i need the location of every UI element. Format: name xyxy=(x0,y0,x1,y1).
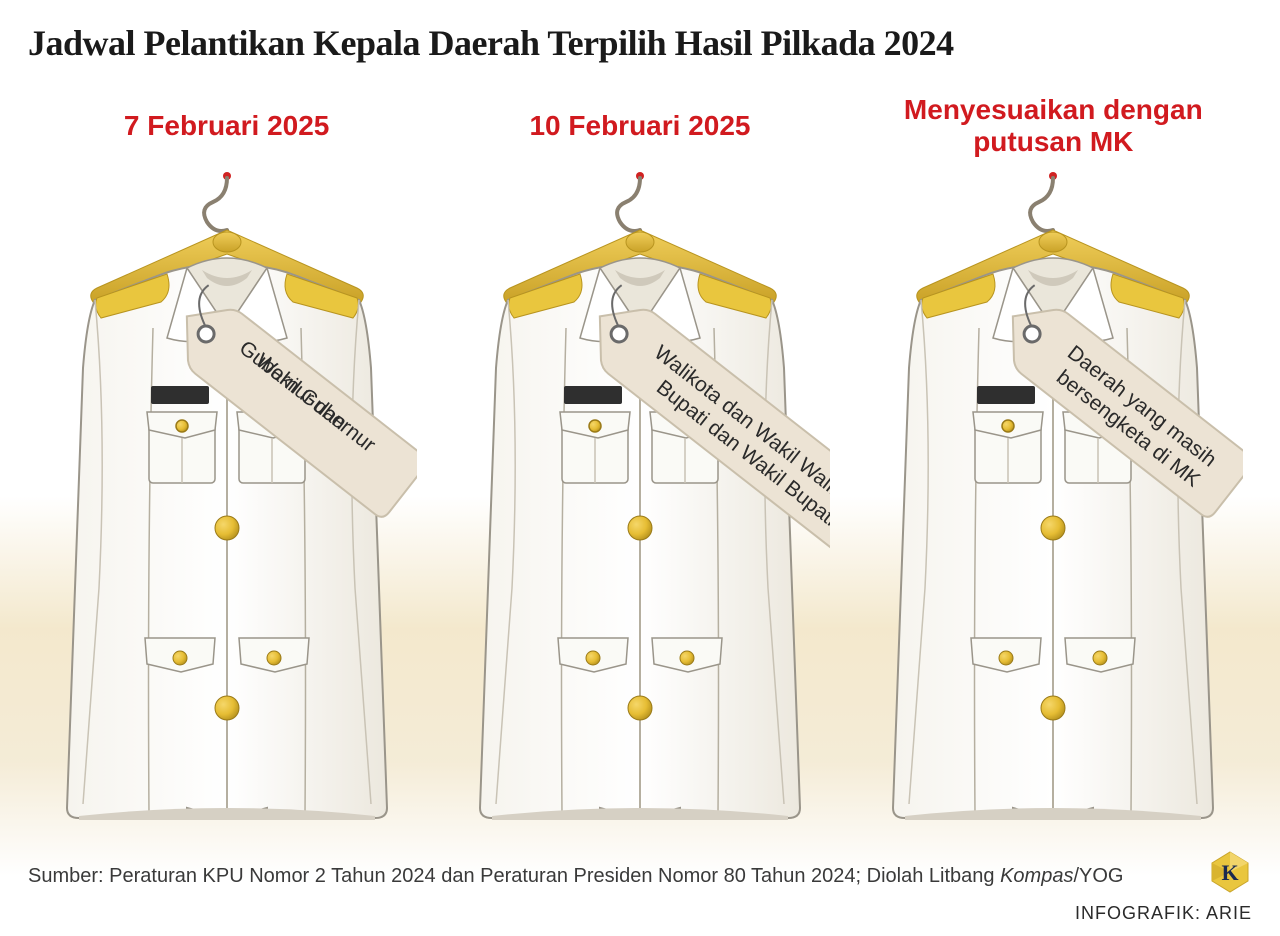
page-title: Jadwal Pelantikan Kepala Daerah Terpilih… xyxy=(28,22,954,64)
svg-text:K: K xyxy=(1221,860,1238,885)
date-label-2: 10 Februari 2025 xyxy=(529,90,750,162)
columns-container: 7 Februari 2025 Gubernur dan Wakil Guber… xyxy=(0,90,1280,828)
column-2: 10 Februari 2025 Walikota dan Wakil Wali… xyxy=(440,90,840,828)
source-prefix: Sumber: Peraturan KPU Nomor 2 Tahun 2024… xyxy=(28,865,1000,887)
infographic-credit: INFOGRAFIK: ARIE xyxy=(1075,903,1252,924)
uniform-1: Gubernur dan Wakil Gubernur xyxy=(37,168,417,828)
date-label-1: 7 Februari 2025 xyxy=(124,90,329,162)
source-italic: Kompas xyxy=(1000,865,1073,887)
uniform-3: Daerah yang masih bersengketa di MK xyxy=(863,168,1243,828)
column-1: 7 Februari 2025 Gubernur dan Wakil Guber… xyxy=(27,90,427,828)
source-text: Sumber: Peraturan KPU Nomor 2 Tahun 2024… xyxy=(28,865,1123,888)
column-3: Menyesuaikan dengan putusan MK Daerah ya… xyxy=(853,90,1253,828)
source-suffix: /YOG xyxy=(1073,865,1123,887)
date-label-3: Menyesuaikan dengan putusan MK xyxy=(904,90,1203,162)
kompas-logo-icon: K xyxy=(1208,850,1252,894)
uniform-2: Walikota dan Wakil Walikota Bupati dan W… xyxy=(450,168,830,828)
